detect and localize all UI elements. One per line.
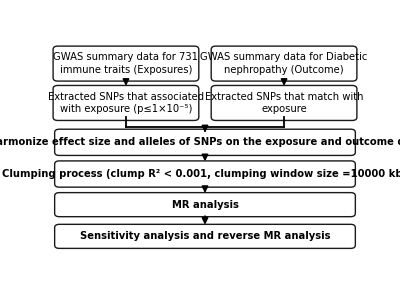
Text: Extracted SNPs that match with
exposure: Extracted SNPs that match with exposure [205,91,363,114]
Text: Extracted SNPs that associated
with exposure (p≤1×10⁻⁵): Extracted SNPs that associated with expo… [48,91,204,114]
Text: GWAS summary data for 731
immune traits (Exposures): GWAS summary data for 731 immune traits … [54,52,198,75]
FancyBboxPatch shape [53,85,199,120]
FancyBboxPatch shape [55,193,355,217]
FancyBboxPatch shape [211,46,357,81]
FancyBboxPatch shape [53,46,199,81]
Text: Harmonize effect size and alleles of SNPs on the exposure and outcome data: Harmonize effect size and alleles of SNP… [0,137,400,147]
FancyBboxPatch shape [55,224,355,248]
FancyBboxPatch shape [55,129,355,155]
Text: MR analysis: MR analysis [172,200,238,210]
Text: Clumping process (clump R² < 0.001, clumping window size =10000 kb): Clumping process (clump R² < 0.001, clum… [2,169,400,179]
Text: GWAS summary data for Diabetic
nephropathy (Outcome): GWAS summary data for Diabetic nephropat… [200,52,368,75]
Text: Sensitivity analysis and reverse MR analysis: Sensitivity analysis and reverse MR anal… [80,231,330,241]
FancyBboxPatch shape [55,161,355,187]
FancyBboxPatch shape [211,85,357,120]
